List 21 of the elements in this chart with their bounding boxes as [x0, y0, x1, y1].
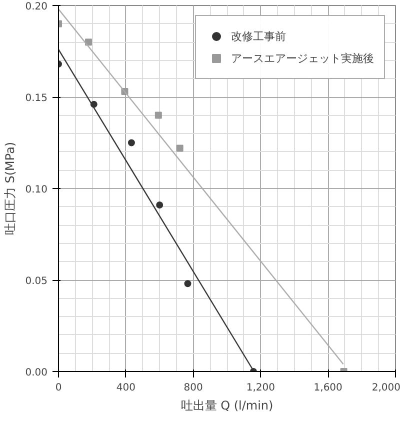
- point: [156, 201, 164, 208]
- x-axis-title: 吐出量 Q (l/min): [180, 398, 274, 412]
- point: [154, 112, 162, 119]
- x-tick-label: 2,000: [372, 382, 401, 394]
- y-axis-title: 吐口圧力 S(MPa): [3, 142, 18, 236]
- x-tick-label: 0: [55, 382, 62, 394]
- y-tick-label: 0.05: [25, 276, 48, 287]
- point: [84, 38, 92, 46]
- x-tick-label: 1,600: [314, 382, 342, 394]
- x-tick-label: 1,200: [246, 382, 276, 394]
- point: [176, 144, 184, 152]
- y-tick-label: 0.10: [25, 184, 48, 196]
- x-tick-label: 800: [184, 382, 203, 394]
- y-tick-label: 0.15: [25, 93, 48, 104]
- y-tick-label: 0.20: [25, 2, 48, 12]
- point: [128, 139, 135, 146]
- legend-label: 改修工事前: [231, 28, 286, 44]
- x-tick-label: 400: [116, 382, 136, 394]
- legend-label: アースエアージェット実施後: [231, 50, 374, 66]
- y-tick-label: 0.00: [25, 368, 48, 378]
- point: [184, 280, 192, 288]
